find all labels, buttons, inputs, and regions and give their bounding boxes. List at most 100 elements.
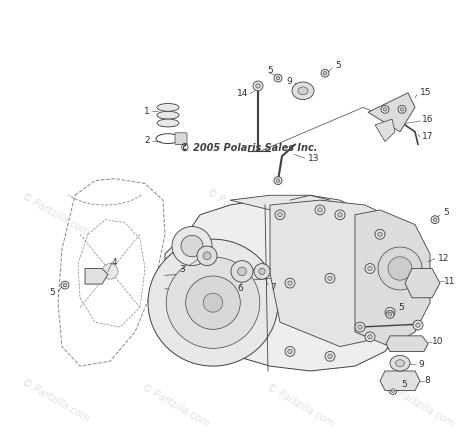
Circle shape [358,325,362,329]
Circle shape [318,208,322,212]
Circle shape [102,264,118,279]
Circle shape [381,105,389,113]
Text: 6: 6 [237,285,243,293]
Ellipse shape [395,360,404,367]
FancyBboxPatch shape [175,133,187,144]
Circle shape [378,232,382,236]
Text: 13: 13 [308,154,319,163]
Polygon shape [230,195,360,219]
Text: 16: 16 [422,114,434,124]
Circle shape [197,246,217,266]
Circle shape [288,349,292,354]
Circle shape [385,308,395,317]
Circle shape [431,216,439,224]
Circle shape [378,247,422,290]
Text: 5: 5 [335,61,341,70]
Circle shape [338,213,342,217]
Text: 5: 5 [443,208,449,217]
Text: © Partzilla.com: © Partzilla.com [19,377,91,424]
Polygon shape [85,268,108,284]
Circle shape [63,283,67,287]
Polygon shape [355,210,430,346]
Text: 5: 5 [398,303,404,312]
Circle shape [325,273,335,283]
Circle shape [256,84,260,88]
Circle shape [386,311,394,318]
Text: © Partzilla.com: © Partzilla.com [264,382,336,429]
Circle shape [274,74,282,82]
Text: © 2005 Polaris Sales Inc.: © 2005 Polaris Sales Inc. [180,143,318,152]
Circle shape [278,213,282,217]
Text: 12: 12 [438,254,449,263]
Circle shape [276,179,280,182]
Circle shape [355,322,365,332]
Circle shape [181,235,203,257]
Circle shape [166,257,260,348]
Text: 10: 10 [432,337,444,346]
Ellipse shape [157,119,179,127]
Circle shape [368,335,372,339]
Ellipse shape [292,82,314,100]
Ellipse shape [157,111,179,119]
Text: 14: 14 [237,89,248,98]
Circle shape [323,71,327,75]
Circle shape [433,218,437,222]
Text: 5: 5 [49,289,55,297]
Circle shape [203,252,211,260]
Circle shape [315,205,325,215]
Circle shape [400,108,404,111]
Polygon shape [270,200,415,346]
Polygon shape [386,336,428,352]
Ellipse shape [157,104,179,111]
Circle shape [237,267,246,276]
Circle shape [328,276,332,280]
Circle shape [413,320,423,330]
Circle shape [254,264,270,279]
Circle shape [172,226,212,266]
Text: 9: 9 [286,76,292,86]
Text: 17: 17 [422,132,434,141]
Text: © Partzilla.com: © Partzilla.com [384,382,456,429]
Circle shape [389,387,397,394]
Text: 3: 3 [179,265,185,274]
Polygon shape [405,268,440,298]
Circle shape [285,278,295,288]
Circle shape [186,276,240,329]
Circle shape [61,281,69,289]
Circle shape [365,264,375,273]
Circle shape [203,293,223,312]
Text: 15: 15 [420,88,431,97]
Text: 5: 5 [401,380,407,389]
Circle shape [253,81,263,91]
Text: 1: 1 [144,107,150,116]
Circle shape [398,105,406,113]
Circle shape [259,268,265,274]
Circle shape [368,266,372,271]
Circle shape [391,389,395,392]
Circle shape [383,108,387,111]
Text: 8: 8 [424,376,430,385]
Circle shape [274,177,282,184]
Text: 5: 5 [267,66,273,75]
Circle shape [388,313,392,316]
Circle shape [335,210,345,219]
Circle shape [388,310,392,314]
Circle shape [328,354,332,359]
Circle shape [148,239,278,366]
Circle shape [288,281,292,285]
Circle shape [416,323,420,327]
Circle shape [365,332,375,342]
Circle shape [388,257,412,280]
Circle shape [276,76,280,80]
Ellipse shape [390,356,410,371]
Circle shape [231,260,253,282]
Circle shape [321,69,329,77]
Polygon shape [375,119,395,142]
Text: 7: 7 [270,283,276,292]
Circle shape [325,352,335,361]
Circle shape [285,346,295,356]
Circle shape [275,210,285,219]
Text: 11: 11 [444,276,456,286]
Text: © Partzilla.com: © Partzilla.com [139,382,210,429]
Text: © Partzilla.com: © Partzilla.com [19,191,91,238]
